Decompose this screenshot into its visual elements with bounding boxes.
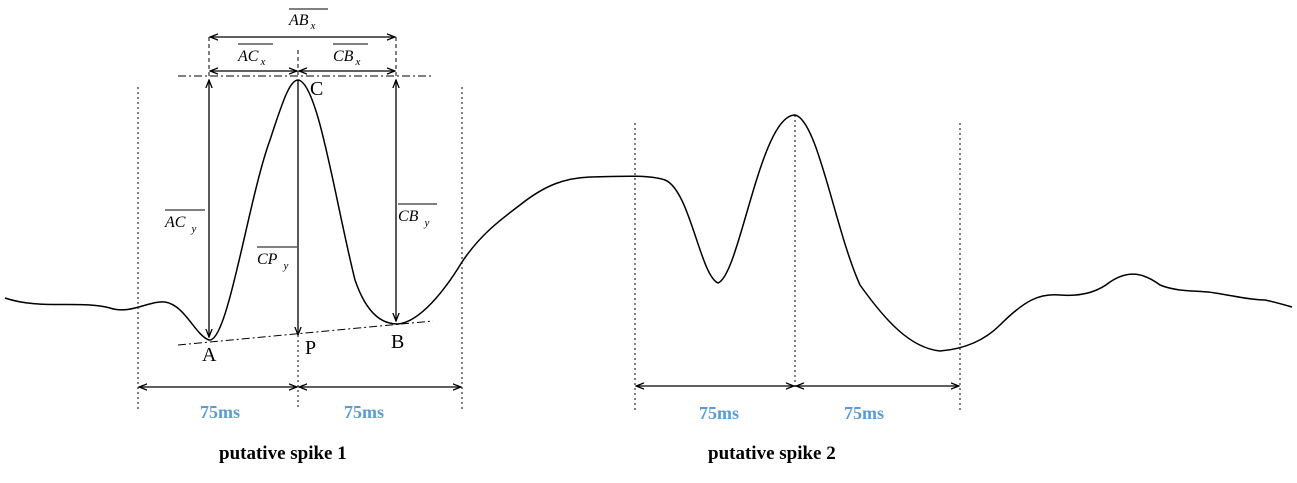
label-ab-x: AB x bbox=[288, 8, 328, 32]
point-a-label: A bbox=[202, 344, 217, 366]
s1-left-duration: 75ms bbox=[200, 402, 240, 422]
s2-left-duration: 75ms bbox=[699, 403, 739, 423]
point-c-label: C bbox=[310, 78, 323, 100]
label-ac-y: AC y bbox=[164, 209, 205, 235]
s1-right-duration: 75ms bbox=[344, 402, 384, 422]
point-b-label: B bbox=[391, 331, 404, 353]
svg-text:ACx: AC x bbox=[237, 48, 265, 68]
label-cp-y: CP y bbox=[257, 246, 297, 272]
svg-text:ACy: AC y bbox=[164, 214, 196, 235]
svg-text:ABx: AB x bbox=[288, 12, 316, 32]
spike1-caption: putative spike 1 bbox=[219, 443, 347, 464]
s2-right-duration: 75ms bbox=[844, 403, 884, 423]
point-p-label: P bbox=[305, 337, 316, 359]
signal-trace bbox=[4, 79, 1293, 352]
svg-text:CBx: CB x bbox=[333, 48, 360, 68]
label-cb-y: CB y bbox=[398, 203, 437, 229]
label-cb-x: CB x bbox=[333, 43, 368, 68]
spike2-caption: putative spike 2 bbox=[708, 443, 836, 464]
svg-text:CPy: CP y bbox=[257, 251, 288, 272]
svg-text:CBy: CB y bbox=[398, 208, 429, 229]
baseline-line bbox=[177, 320, 434, 346]
label-ac-x: AC x bbox=[237, 43, 273, 68]
